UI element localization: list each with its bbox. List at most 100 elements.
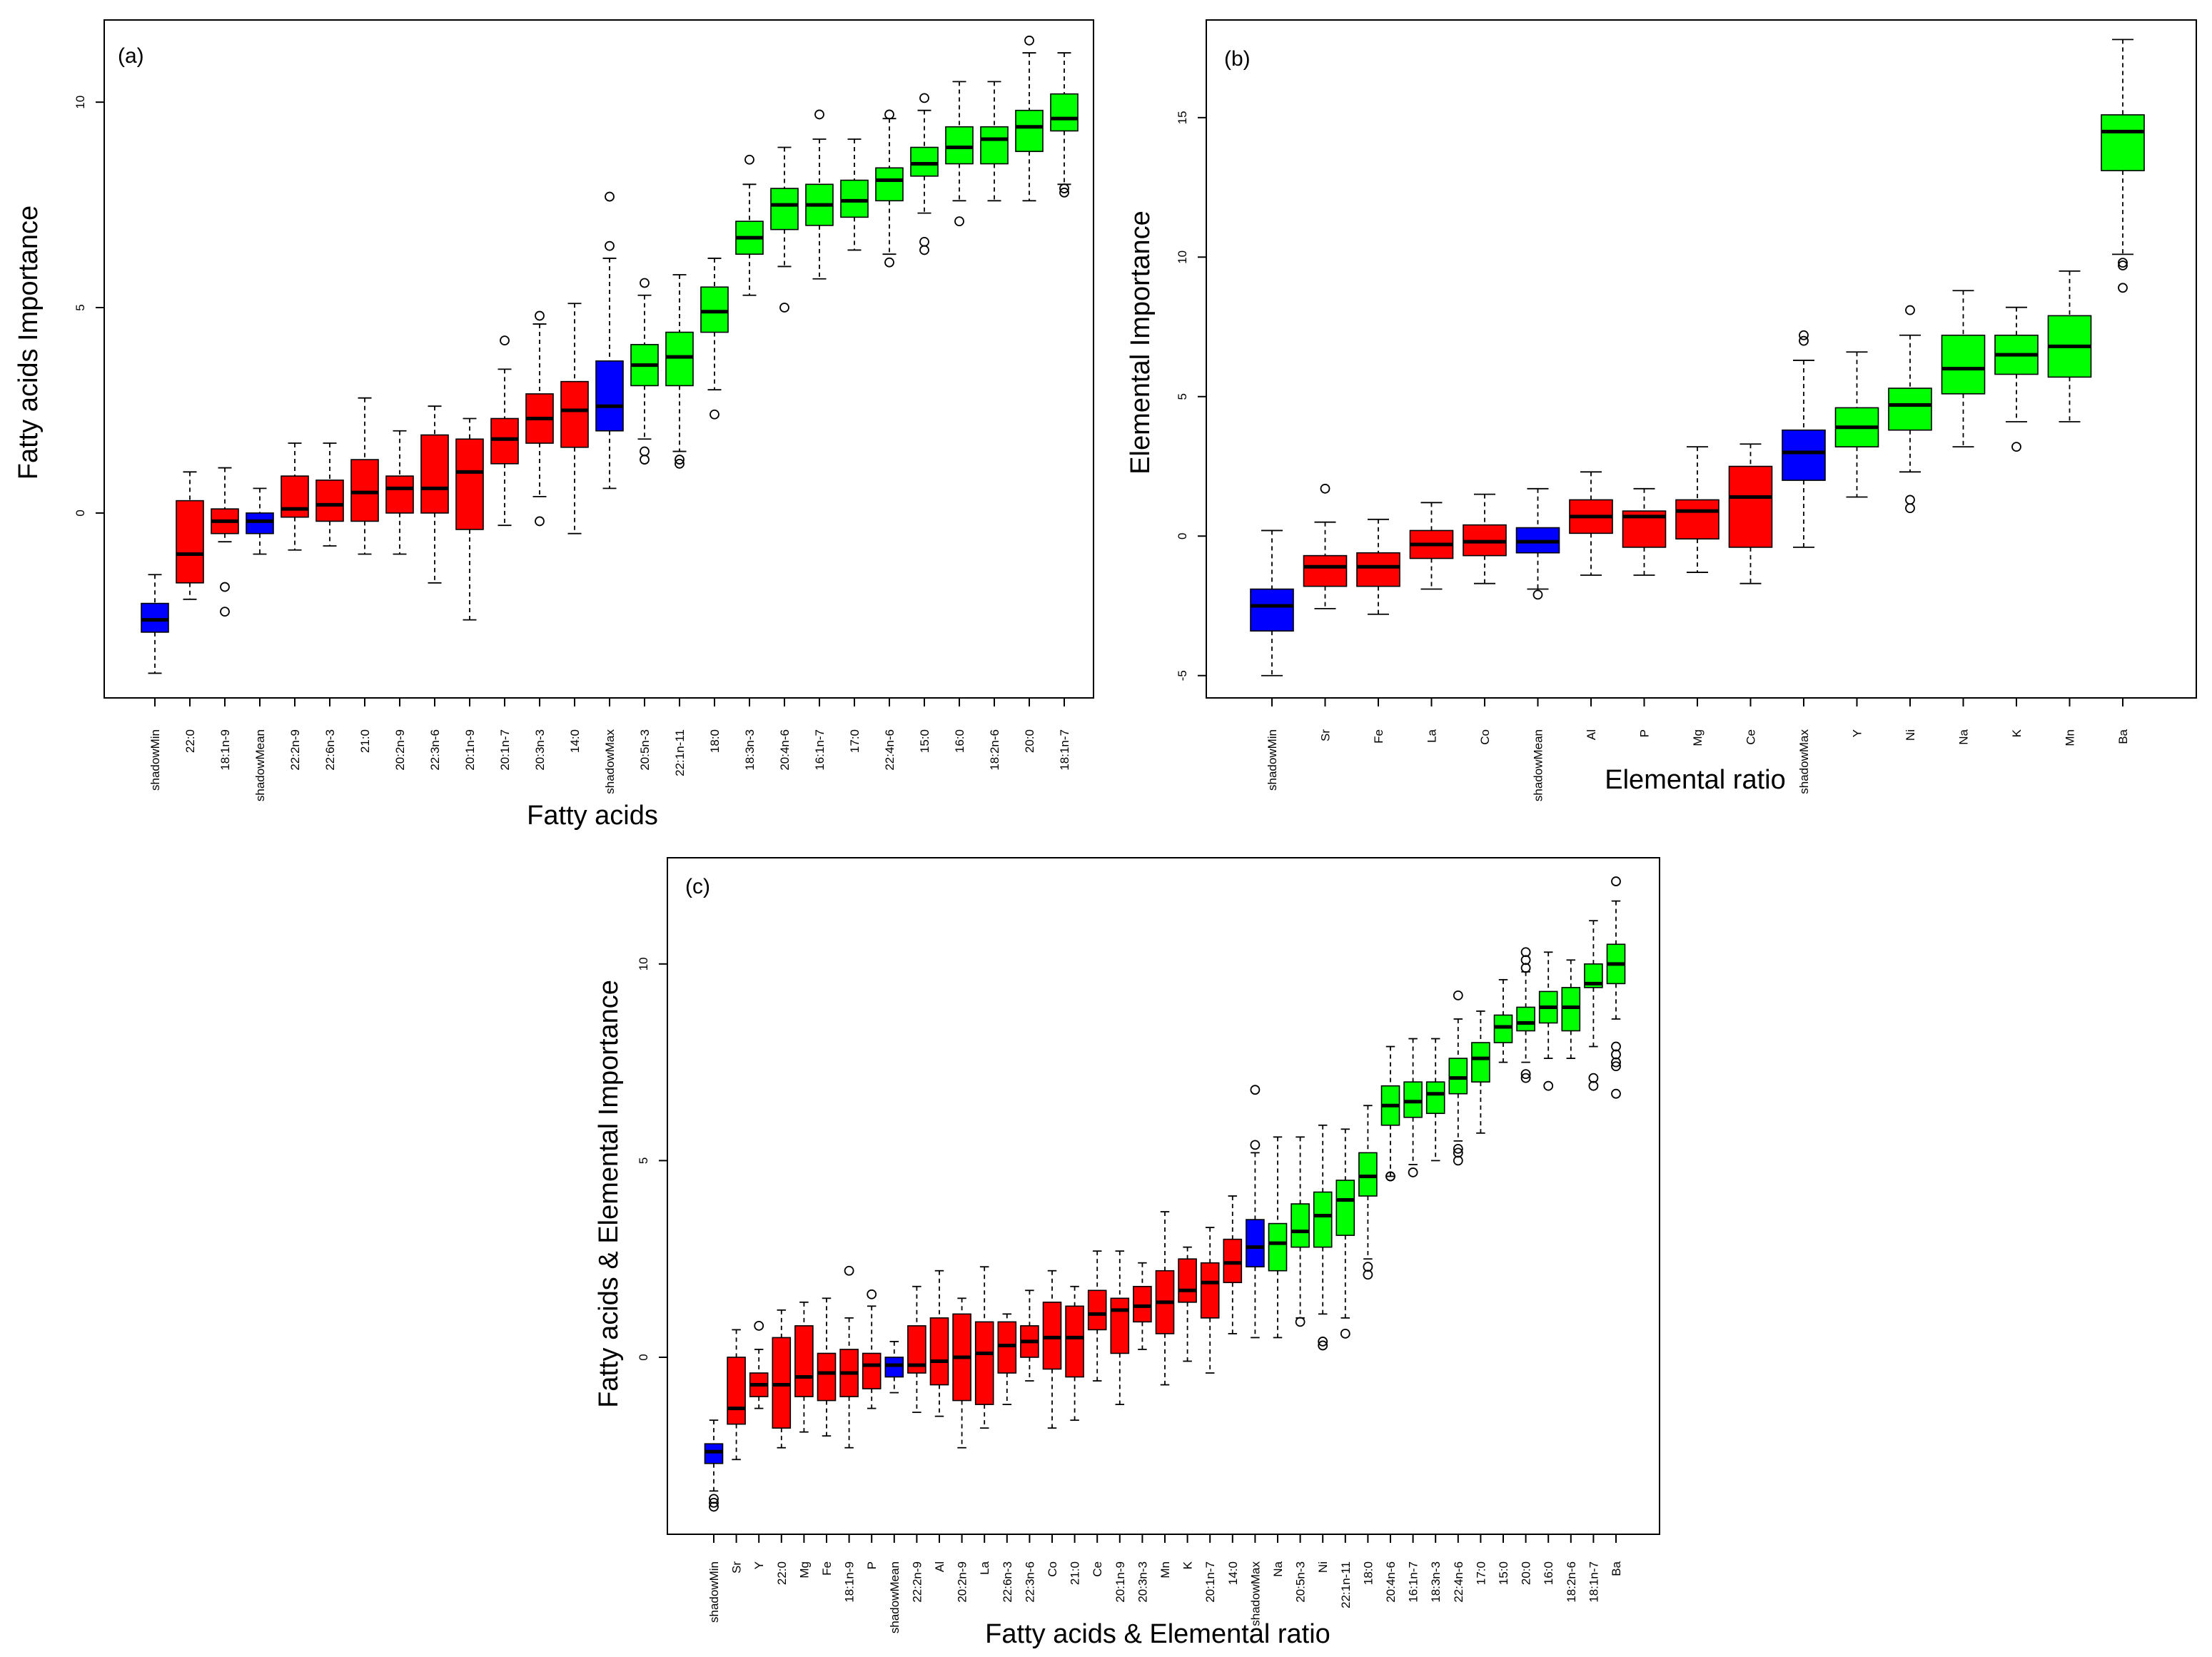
iqr-box	[1087, 1289, 1107, 1331]
y-axis: 0 5 10	[74, 96, 104, 517]
box-16:1n-7	[1403, 1038, 1423, 1177]
outlier-point	[709, 409, 719, 420]
outlier-point	[844, 1265, 854, 1276]
outlier-point	[1905, 495, 1915, 505]
x-tick-label: 20:2n-9	[393, 729, 407, 771]
outlier-point	[1318, 1340, 1328, 1351]
iqr-box	[2101, 114, 2145, 171]
y-tick-label: 15	[1176, 111, 1189, 124]
x-tick-label: 15:0	[1497, 1561, 1510, 1585]
x-tick-label: shadowMax	[1248, 1561, 1262, 1626]
x-tick-label: Ba	[1610, 1561, 1623, 1576]
outlier-point	[1799, 335, 1809, 346]
outlier-point	[1611, 876, 1621, 886]
outlier-point	[675, 455, 685, 465]
outlier-point	[1453, 1143, 1463, 1154]
x-tick-label: 22:4n-6	[1452, 1561, 1465, 1603]
boxes	[1250, 39, 2145, 677]
iqr-box	[997, 1321, 1017, 1374]
x-tick-label: 22:2n-9	[910, 1561, 924, 1603]
box-20:0	[1516, 947, 1535, 1083]
outlier-point	[1059, 183, 1069, 193]
outlier-point	[1520, 1069, 1531, 1080]
iqr-box	[1471, 1042, 1490, 1083]
box-18:3n-3	[1425, 1038, 1445, 1162]
x-tick-label: 18:3n-3	[1429, 1561, 1443, 1603]
outlier-point	[754, 1320, 764, 1331]
outlier-point	[1250, 1140, 1261, 1150]
outlier-point	[220, 607, 230, 617]
x-tick-label: 20:4n-6	[1384, 1561, 1398, 1603]
x-tick-label: K	[2010, 729, 2024, 737]
x-tick-label: Sr	[1319, 729, 1333, 741]
outlier-point	[1588, 1080, 1599, 1091]
x-tick-label: 20:1n-9	[1113, 1561, 1127, 1603]
iqr-box	[817, 1352, 837, 1402]
iqr-box	[945, 126, 974, 165]
box-20:2n-9	[952, 1297, 971, 1449]
outlier-point	[640, 278, 650, 288]
box-20:1n-7	[490, 335, 519, 527]
iqr-box	[1313, 1191, 1333, 1248]
x-tick-label: shadowMean	[888, 1561, 902, 1633]
x-tick-label: 20:5n-3	[638, 729, 652, 771]
x-tick-label: 21:0	[358, 729, 372, 753]
outlier-point	[1520, 1073, 1531, 1083]
box-shadowMin	[1250, 529, 1294, 677]
box-Mg	[794, 1301, 814, 1433]
iqr-box	[176, 500, 204, 584]
y-tick-label: 10	[637, 957, 650, 971]
outlier-point	[1611, 1061, 1621, 1072]
x-tick-label: 21:0	[1069, 1561, 1082, 1585]
outlier-point	[1520, 955, 1531, 966]
outlier-point	[1024, 35, 1034, 46]
outlier-point	[1250, 1085, 1261, 1095]
x-tick-label: 18:0	[1361, 1561, 1375, 1585]
box-shadowMax	[1782, 330, 1826, 548]
box-Co	[1042, 1270, 1062, 1429]
iqr-box	[1042, 1302, 1062, 1370]
x-tick-label: shadowMax	[603, 729, 617, 794]
box-P	[862, 1289, 882, 1409]
x-tick-label: Fe	[820, 1561, 834, 1576]
box-Al	[929, 1270, 949, 1417]
x-axis: shadowMin 22:0 18:1n-9 shadowMean 22:2n-9 22:…	[148, 698, 1071, 801]
x-tick-label: Sr	[730, 1561, 744, 1574]
box-22:4n-6	[1448, 990, 1468, 1166]
outlier-point	[500, 335, 510, 345]
box-18:1n-9	[211, 467, 239, 617]
x-tick-label: Al	[933, 1561, 946, 1572]
box-16:0	[945, 81, 974, 227]
iqr-box	[862, 1352, 882, 1389]
x-tick-label: 20:1n-7	[1203, 1561, 1217, 1603]
panel-label: (b)	[1224, 47, 1251, 71]
x-tick-label: 20:1n-9	[463, 729, 477, 771]
outlier-point	[919, 245, 929, 255]
boxes	[141, 35, 1079, 674]
y-tick-label: 0	[1176, 533, 1189, 539]
plot-frame	[103, 19, 1094, 699]
iqr-box	[1246, 1219, 1265, 1268]
box-Mn	[1155, 1211, 1175, 1386]
iqr-box	[704, 1443, 724, 1464]
x-tick-label: 18:2n-6	[1565, 1561, 1578, 1603]
x-tick-label: 22:6n-3	[1001, 1561, 1014, 1603]
iqr-box	[1516, 1006, 1535, 1032]
x-tick-label: 18:1n-7	[1058, 729, 1071, 771]
x-tick-label: P	[865, 1561, 879, 1569]
outlier-point	[1453, 1147, 1463, 1158]
x-tick-label: 22:2n-9	[288, 729, 302, 771]
x-axis-title: Fatty acids	[527, 801, 658, 831]
outlier-point	[2118, 258, 2128, 268]
outlier-point	[1543, 1080, 1554, 1091]
x-tick-label: 14:0	[568, 729, 582, 753]
x-tick-label: 22:3n-6	[428, 729, 442, 771]
outlier-point	[1318, 1337, 1328, 1347]
x-tick-label: 16:1n-7	[813, 729, 827, 771]
x-tick-label: 20:4n-6	[778, 729, 792, 771]
plot-frame	[1206, 19, 2197, 699]
y-axis-title: Fatty acids Importance	[14, 206, 44, 480]
box-16:1n-7	[805, 109, 834, 280]
